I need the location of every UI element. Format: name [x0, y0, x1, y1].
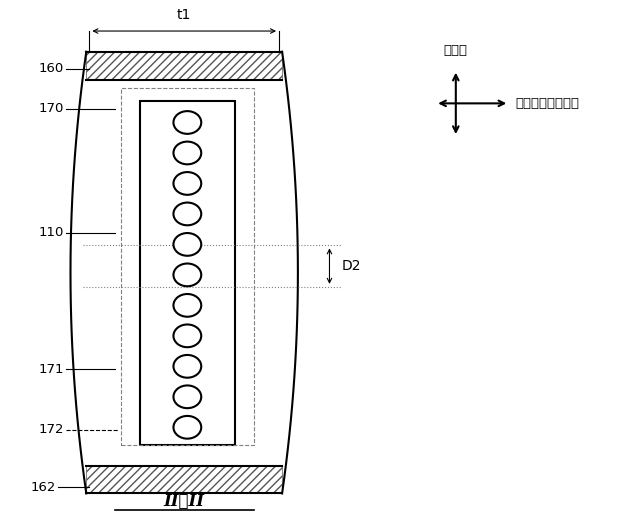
- Circle shape: [173, 416, 201, 439]
- Bar: [86, 52, 282, 80]
- Text: 171: 171: [38, 363, 64, 376]
- Bar: [86, 466, 282, 493]
- Text: 170: 170: [39, 102, 64, 115]
- Circle shape: [173, 294, 201, 317]
- Text: 172: 172: [38, 423, 64, 437]
- Polygon shape: [70, 52, 298, 493]
- Circle shape: [173, 141, 201, 164]
- Text: t1: t1: [177, 8, 191, 22]
- Circle shape: [173, 386, 201, 408]
- Text: 幅方向: 幅方向: [444, 44, 468, 57]
- Circle shape: [173, 355, 201, 378]
- Bar: [121, 88, 253, 446]
- Text: 160: 160: [39, 62, 64, 75]
- Text: 110: 110: [39, 226, 64, 239]
- Text: ⅠⅠ－ⅠⅠ: ⅠⅠ－ⅠⅠ: [164, 493, 205, 510]
- Circle shape: [173, 172, 201, 195]
- Circle shape: [173, 264, 201, 286]
- Circle shape: [173, 111, 201, 134]
- Circle shape: [173, 233, 201, 256]
- Text: チューブ積層方向: チューブ積層方向: [515, 97, 579, 110]
- Text: D2: D2: [342, 259, 362, 273]
- Circle shape: [173, 325, 201, 347]
- Text: 162: 162: [31, 481, 56, 494]
- Bar: [140, 101, 235, 446]
- Circle shape: [173, 203, 201, 225]
